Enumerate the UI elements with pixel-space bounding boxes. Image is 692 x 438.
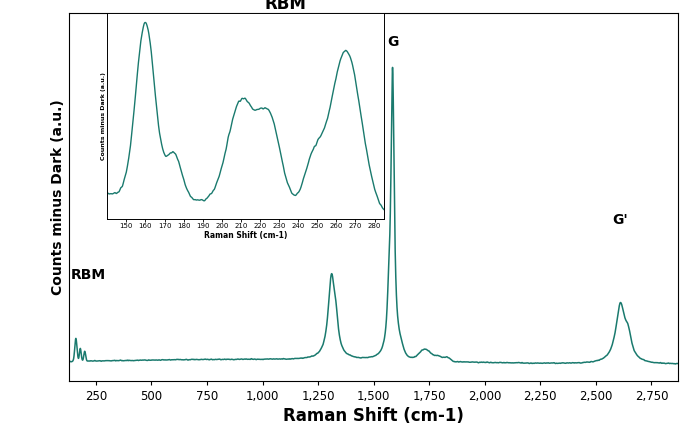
Text: D: D xyxy=(322,183,334,197)
Text: RBM: RBM xyxy=(264,0,307,13)
X-axis label: Raman Shift (cm-1): Raman Shift (cm-1) xyxy=(204,230,287,240)
Text: G: G xyxy=(387,35,399,49)
Y-axis label: Counts minus Dark (a.u.): Counts minus Dark (a.u.) xyxy=(101,72,106,160)
Text: RBM: RBM xyxy=(71,268,106,282)
Y-axis label: Counts minus Dark (a.u.): Counts minus Dark (a.u.) xyxy=(51,99,65,295)
X-axis label: Raman Shift (cm-1): Raman Shift (cm-1) xyxy=(283,407,464,425)
Text: G': G' xyxy=(612,213,628,227)
